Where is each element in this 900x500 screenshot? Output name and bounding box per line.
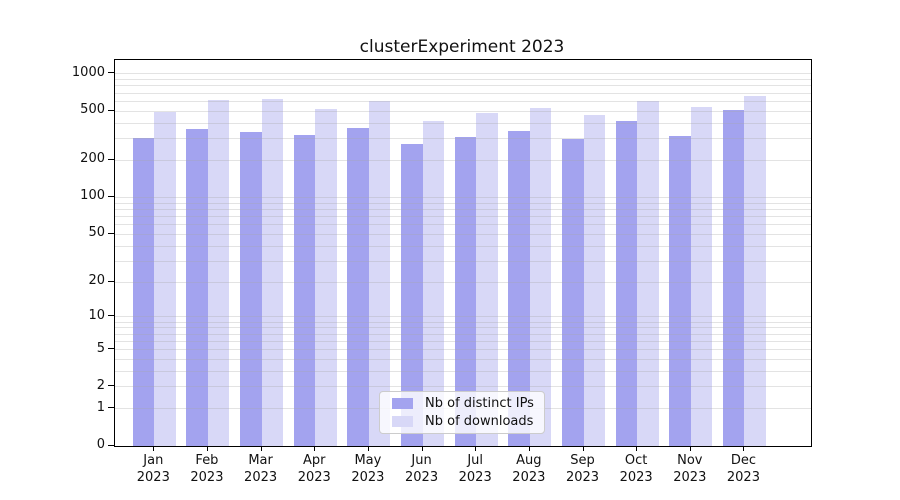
x-tick-mark xyxy=(636,446,638,451)
y-tick-mark xyxy=(108,280,114,282)
y-tick-label: 10 xyxy=(88,307,105,323)
x-tick-mark xyxy=(367,446,369,451)
bar-downloads xyxy=(529,108,552,446)
chart-title: clusterExperiment 2023 xyxy=(359,37,565,57)
bar-distinct-ips xyxy=(454,136,477,446)
x-tick-mark xyxy=(689,446,691,451)
bar-distinct-ips xyxy=(293,134,316,446)
y-tick-label: 5 xyxy=(96,340,105,356)
x-tick-label: Dec 2023 xyxy=(726,453,760,485)
x-tick-label: Oct 2023 xyxy=(619,453,653,485)
x-tick-label: Mar 2023 xyxy=(244,453,278,485)
bar-distinct-ips xyxy=(722,110,745,446)
legend-entry-distinct-ips: Nb of distinct IPs xyxy=(388,396,536,411)
bar-downloads xyxy=(315,108,337,446)
plot-area xyxy=(114,59,812,447)
bar-distinct-ips xyxy=(669,135,691,446)
y-tick-label: 500 xyxy=(80,102,105,118)
x-tick-label: Jun 2023 xyxy=(405,453,439,485)
legend-label-downloads: Nb of downloads xyxy=(425,413,534,429)
x-tick-label: Jan 2023 xyxy=(136,453,170,485)
bar-distinct-ips xyxy=(132,138,155,446)
legend-swatch-distinct-ips xyxy=(392,398,413,410)
x-tick-label: Feb 2023 xyxy=(190,453,224,485)
x-tick-mark xyxy=(743,446,745,451)
x-tick-mark xyxy=(260,446,262,451)
y-tick-label: 1 xyxy=(96,399,105,415)
bar-downloads xyxy=(261,99,284,446)
gridline xyxy=(115,85,811,87)
y-tick-label: 100 xyxy=(80,188,105,204)
y-tick-mark xyxy=(108,158,114,160)
bar-distinct-ips xyxy=(401,143,423,446)
bar-distinct-ips xyxy=(240,132,262,446)
y-tick-label: 20 xyxy=(88,273,105,288)
x-tick-mark xyxy=(528,446,530,451)
x-tick-mark xyxy=(314,446,316,451)
y-tick-label: 2 xyxy=(96,377,105,393)
bar-downloads xyxy=(422,120,445,446)
y-tick-mark xyxy=(108,385,114,387)
gridline xyxy=(115,92,811,94)
bar-distinct-ips xyxy=(562,138,584,446)
x-tick-mark xyxy=(206,446,208,451)
y-tick-mark xyxy=(108,232,114,234)
legend-entry-downloads: Nb of downloads xyxy=(388,414,536,429)
y-tick-mark xyxy=(108,109,114,111)
x-tick-label: Nov 2023 xyxy=(673,453,707,485)
x-tick-mark xyxy=(421,446,423,451)
x-tick-mark xyxy=(153,446,155,451)
bar-downloads xyxy=(207,100,230,446)
y-tick-label: 200 xyxy=(80,151,105,167)
x-tick-label: May 2023 xyxy=(351,453,385,485)
bar-downloads xyxy=(744,96,766,446)
y-tick-mark xyxy=(108,348,114,349)
bar-downloads xyxy=(637,101,659,446)
y-tick-mark xyxy=(108,72,114,74)
y-tick-label: 50 xyxy=(88,225,105,241)
legend: Nb of distinct IPs Nb of downloads xyxy=(379,391,545,434)
y-tick-mark xyxy=(108,444,114,446)
gridline xyxy=(115,79,811,81)
y-tick-mark xyxy=(108,195,114,197)
bar-downloads xyxy=(368,101,391,446)
x-tick-mark xyxy=(475,446,477,451)
y-tick-label: 1000 xyxy=(71,64,105,80)
bar-downloads xyxy=(690,106,713,446)
x-tick-label: Apr 2023 xyxy=(297,453,331,485)
y-tick-mark xyxy=(108,315,114,317)
x-tick-label: Sep 2023 xyxy=(565,453,600,485)
bar-distinct-ips xyxy=(347,128,369,446)
bar-downloads xyxy=(583,115,605,446)
gridline xyxy=(115,73,811,75)
bar-distinct-ips xyxy=(615,121,638,446)
legend-swatch-downloads xyxy=(392,415,413,427)
x-tick-label: Aug 2023 xyxy=(512,453,546,485)
x-tick-label: Jul 2023 xyxy=(458,453,492,485)
x-tick-mark xyxy=(582,446,584,451)
bar-downloads xyxy=(154,111,176,446)
bar-downloads xyxy=(476,113,498,446)
legend-label-distinct-ips: Nb of distinct IPs xyxy=(425,396,534,412)
y-tick-label: 0 xyxy=(96,437,105,452)
bar-distinct-ips xyxy=(508,130,530,446)
bar-distinct-ips xyxy=(186,128,208,446)
y-tick-mark xyxy=(108,407,114,409)
